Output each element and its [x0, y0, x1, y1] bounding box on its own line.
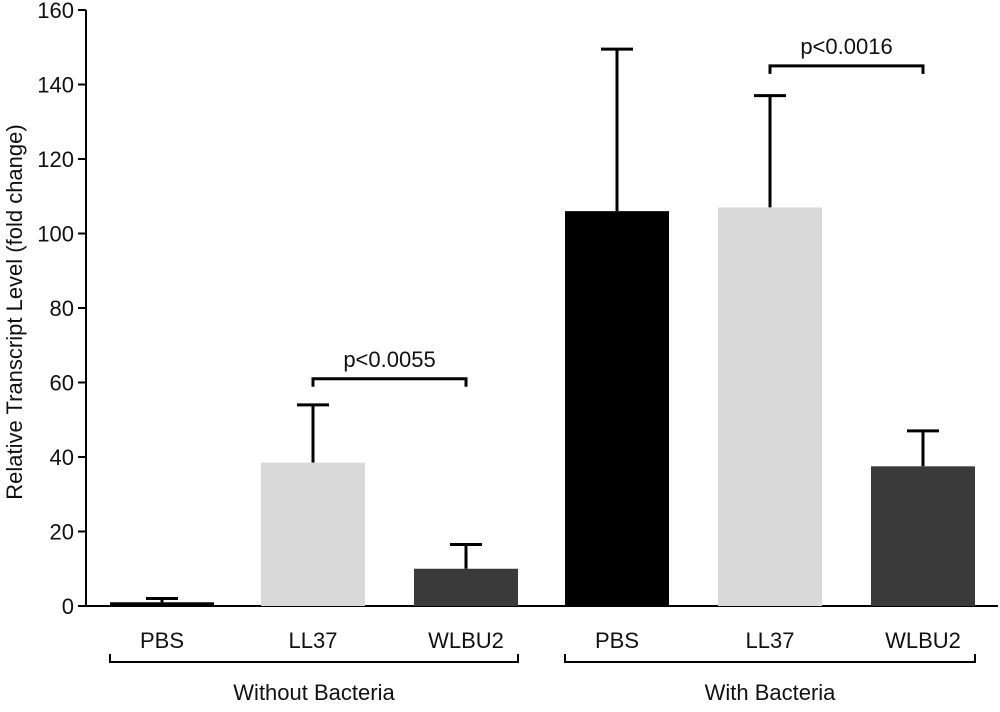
- category-label: PBS: [595, 628, 639, 653]
- group-label: With Bacteria: [705, 680, 837, 705]
- group-bracket: [109, 654, 519, 663]
- significance-brackets: p<0.0055 p<0.0016: [311, 34, 925, 387]
- bar: [565, 211, 669, 606]
- category-labels: PBS LL37 WLBU2 PBS LL37 WLBU2: [140, 628, 961, 653]
- y-tick-label: 40: [50, 445, 74, 470]
- y-tick-label: 80: [50, 296, 74, 321]
- y-tick-label: 20: [50, 520, 74, 545]
- category-label: PBS: [140, 628, 184, 653]
- significance-label: p<0.0055: [343, 347, 435, 372]
- group-brackets: Without Bacteria With Bacteria: [109, 654, 976, 705]
- category-label: LL37: [289, 628, 338, 653]
- y-tick-label: 120: [37, 147, 74, 172]
- bar: [718, 207, 822, 607]
- y-tick-label: 100: [37, 222, 74, 247]
- group-bracket: [564, 654, 976, 663]
- axes: [85, 10, 998, 607]
- bar: [414, 568, 518, 606]
- significance-bracket: [768, 64, 925, 74]
- category-label: WLBU2: [885, 628, 961, 653]
- bar: [261, 462, 365, 606]
- y-tick-label: 0: [62, 594, 74, 619]
- y-tick-label: 60: [50, 371, 74, 396]
- error-bars: [146, 47, 939, 603]
- significance-bracket: [311, 377, 468, 387]
- group-label: Without Bacteria: [233, 680, 395, 705]
- significance-label: p<0.0016: [800, 34, 892, 59]
- bar: [110, 602, 214, 606]
- y-tick-label: 140: [37, 73, 74, 98]
- y-ticks: 0 20 40 60 80 100 120 140 160: [37, 0, 86, 619]
- category-label: LL37: [746, 628, 795, 653]
- bars: [110, 207, 975, 607]
- y-axis-title: Relative Transcript Level (fold change): [2, 124, 27, 499]
- bar: [871, 466, 975, 606]
- y-tick-label: 160: [37, 0, 74, 23]
- category-label: WLBU2: [428, 628, 504, 653]
